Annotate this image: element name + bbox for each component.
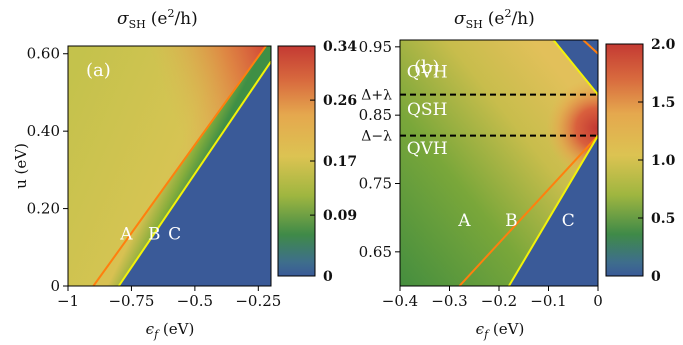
- y-ticks-b: 0.65 0.75 0.85 0.95: [359, 38, 400, 261]
- b-x-tick-label: 0: [593, 292, 603, 310]
- a-region-label: A: [119, 225, 133, 245]
- b-region-label: QVH: [407, 139, 448, 159]
- heatmap-a-transition-band: [93, 46, 271, 286]
- a-region-label: B: [148, 225, 161, 245]
- boundary-lines-b: [458, 40, 598, 286]
- a-y-tick-label: 0: [50, 277, 60, 295]
- panel-label-b: (b): [414, 57, 440, 78]
- a-x-tick-label: −0.25: [235, 292, 281, 310]
- a-x-tick-label: −1: [57, 292, 79, 310]
- b-y-tick-label: 0.85: [359, 106, 392, 124]
- panel-b: −0.4 −0.3 −0.2 −0.1 0 0.65 0.75 0.85 0.95 Δ+λ Δ−…: [359, 7, 676, 341]
- boundary-lines-a: [92, 46, 271, 286]
- b-y-tick-label: 0.65: [359, 243, 392, 261]
- b-x-tick-label: −0.1: [530, 292, 566, 310]
- b-x-tick-label: −0.4: [382, 292, 418, 310]
- b-level-label: Δ−λ: [361, 129, 392, 145]
- b-region-label: C: [562, 211, 575, 231]
- b-y-tick-label: 0.95: [359, 38, 392, 56]
- a-boundary-line-yellow: [117, 60, 271, 286]
- b-boundary-line-yellow-low: [508, 135, 598, 286]
- y-axis-label-a: u (eV): [12, 143, 30, 189]
- b-x-tick-label: −0.3: [431, 292, 467, 310]
- plot-frame-a: [67, 45, 272, 287]
- b-y-tick-label: 0.75: [359, 175, 392, 193]
- b-region-label: QSH: [407, 100, 447, 120]
- b-region-label: B: [505, 211, 518, 231]
- a-colorbar-tick-label: 0.34: [323, 39, 357, 55]
- x-axis-label-a: ϵf (eV): [146, 320, 195, 341]
- title-b: σSH (e2/h): [454, 7, 535, 31]
- colorbar-b: [605, 43, 644, 277]
- x-axis-label-b: ϵf (eV): [476, 320, 525, 341]
- b-colorbar-tick-label: 1.5: [651, 95, 675, 111]
- a-y-tick-label: 0.20: [27, 200, 60, 218]
- x-ticks-b: −0.4 −0.3 −0.2 −0.1 0: [382, 286, 603, 310]
- a-colorbar-tick-label: 0.09: [323, 208, 357, 224]
- b-level-label: Δ+λ: [361, 88, 392, 104]
- b-region-label: QVH: [407, 63, 448, 83]
- b-boundary-line-orange-high: [582, 40, 598, 55]
- b-boundary-line-yellow-high: [552, 40, 598, 96]
- b-colorbar-tick-label: 2.0: [651, 37, 676, 53]
- b-boundary-line-orange-low: [458, 134, 598, 286]
- a-colorbar-tick-label: 0.26: [323, 93, 357, 109]
- a-colorbar-tick-label: 0: [323, 269, 333, 285]
- level-labels-b: Δ+λ Δ−λ: [361, 88, 392, 145]
- a-boundary-line-orange: [92, 46, 267, 286]
- b-colorbar-tick-label: 0: [651, 269, 661, 285]
- y-ticks-a: 0 0.20 0.40 0.60: [27, 45, 68, 295]
- colorbar-ticks-a: 0 0.09 0.17 0.26 0.34: [310, 39, 357, 285]
- dashed-levels-b: [400, 93, 598, 137]
- heatmap-a: [68, 46, 271, 286]
- a-y-tick-label: 0.40: [27, 122, 60, 140]
- colorbar-a: [277, 45, 316, 277]
- heatmap-b: [400, 40, 598, 286]
- b-x-tick-label: −0.2: [481, 292, 517, 310]
- a-colorbar-tick-label: 0.17: [323, 154, 357, 170]
- colorbar-ticks-b: 0 0.5 1.0 1.5 2.0: [638, 37, 676, 285]
- panel-label-a: (a): [86, 60, 111, 81]
- x-ticks-a: −1 −0.75 −0.5 −0.25: [57, 286, 281, 310]
- a-x-tick-label: −0.5: [177, 292, 213, 310]
- b-colorbar-tick-label: 0.5: [651, 211, 675, 227]
- title-a: σSH (e2/h): [117, 7, 198, 31]
- b-region-label: A: [457, 211, 471, 231]
- region-labels-b: QVH QSH QVH A B C: [407, 63, 575, 231]
- a-y-tick-label: 0.60: [27, 45, 60, 63]
- a-region-label: C: [168, 225, 181, 245]
- a-x-tick-label: −0.75: [108, 292, 154, 310]
- b-colorbar-tick-label: 1.0: [651, 153, 676, 169]
